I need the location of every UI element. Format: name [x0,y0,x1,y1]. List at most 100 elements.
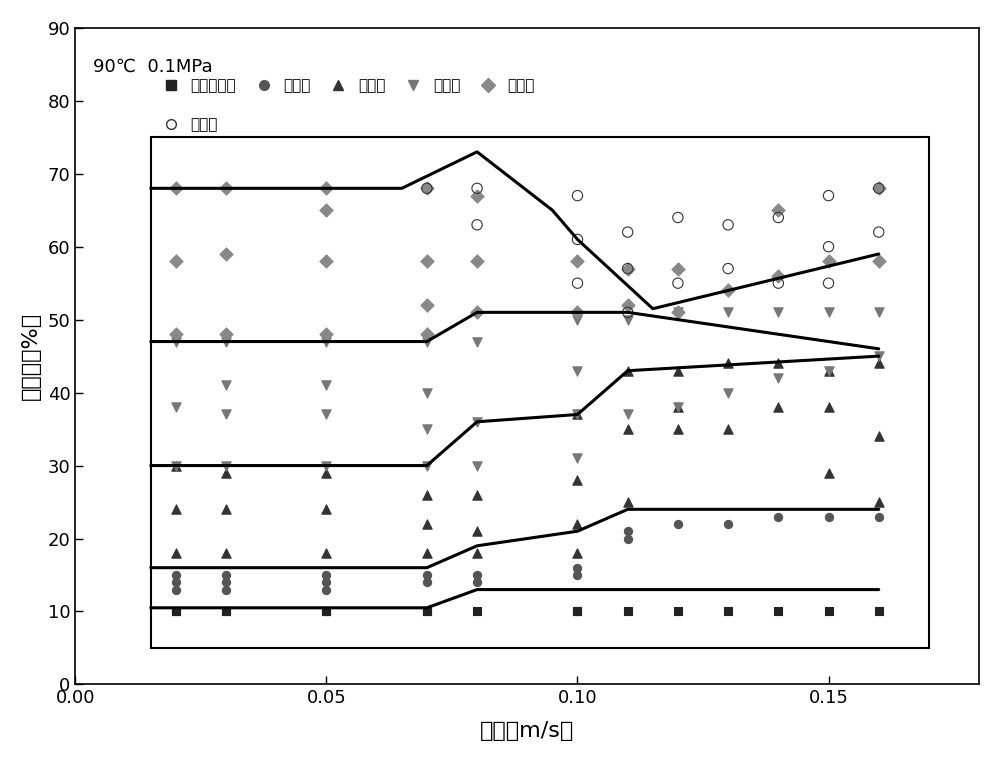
Point [670,306,686,319]
Point [218,584,234,596]
Point [670,518,686,530]
Text: 90℃  0.1MPa: 90℃ 0.1MPa [93,57,213,75]
Point [720,518,736,530]
Point [670,365,686,377]
Point [821,467,837,479]
Point [569,562,585,574]
Point [821,365,837,377]
Point [318,584,334,596]
Point [569,547,585,559]
Point [670,401,686,413]
Point [871,357,887,370]
Point [168,576,184,588]
Point [620,525,636,537]
Point [168,459,184,472]
Point [218,605,234,617]
Point [419,547,435,559]
Point [670,401,686,413]
Point [419,605,435,617]
Point [871,605,887,617]
Point [318,182,334,194]
Point [218,335,234,347]
Point [419,255,435,267]
Point [168,335,184,347]
Point [318,379,334,392]
Point [821,401,837,413]
Point [569,605,585,617]
Point [871,226,887,239]
Point [218,605,234,617]
Point [168,255,184,267]
Point [168,605,184,617]
Point [770,605,786,617]
Point [419,459,435,472]
Point [620,533,636,545]
Point [670,211,686,223]
Point [469,525,485,537]
Point [419,488,435,501]
Point [871,182,887,194]
Point [620,262,636,274]
Point [569,277,585,290]
Point [569,313,585,325]
Point [318,408,334,421]
Point [770,277,786,290]
Point [318,576,334,588]
Point [419,569,435,581]
Point [318,547,334,559]
Point [569,365,585,377]
Point [419,605,435,617]
Point [218,547,234,559]
Point [419,386,435,399]
Point [318,255,334,267]
Point [821,277,837,290]
Point [318,503,334,515]
Point [218,328,234,341]
Point [569,569,585,581]
Point [620,262,636,274]
Point [218,182,234,194]
Point [218,569,234,581]
X-axis label: 流速（m/s）: 流速（m/s） [480,721,574,741]
Point [670,423,686,435]
Point [469,255,485,267]
Point [469,416,485,428]
Point [770,204,786,216]
Point [569,255,585,267]
Point [720,284,736,296]
Point [419,299,435,311]
Point [720,386,736,399]
Point [469,605,485,617]
Point [419,328,435,341]
Point [318,467,334,479]
Point [569,408,585,421]
Point [318,605,334,617]
Point [720,357,736,370]
Point [168,584,184,596]
Point [569,518,585,530]
Point [720,605,736,617]
Point [770,357,786,370]
Point [620,299,636,311]
Point [168,401,184,413]
Point [670,605,686,617]
Point [821,365,837,377]
Point [469,306,485,319]
Point [218,248,234,260]
Point [871,182,887,194]
Point [569,233,585,245]
Point [419,423,435,435]
Point [871,431,887,443]
Point [569,306,585,319]
Point [218,576,234,588]
Point [620,306,636,319]
Point [318,605,334,617]
Point [469,459,485,472]
Point [168,182,184,194]
Point [720,262,736,274]
Point [318,335,334,347]
Point [419,576,435,588]
Point [720,219,736,231]
Point [419,182,435,194]
Point [419,518,435,530]
